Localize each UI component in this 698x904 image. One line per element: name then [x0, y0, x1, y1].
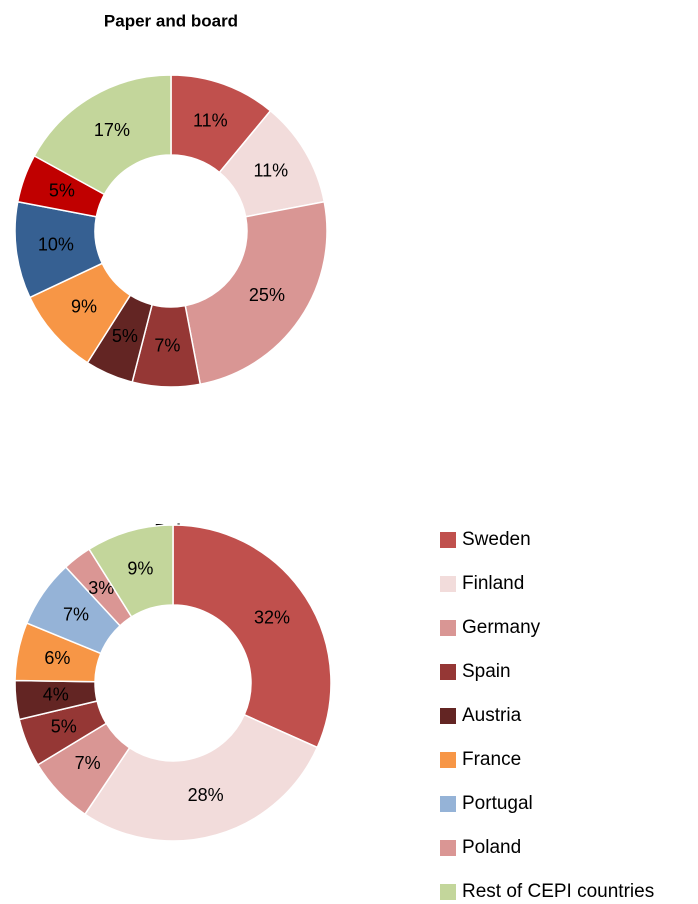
- legend-label: Poland: [462, 837, 521, 858]
- legend-label: Germany: [462, 617, 541, 638]
- data-label: 11%: [193, 111, 228, 131]
- data-label: 9%: [71, 296, 97, 316]
- legend-label: Spain: [462, 661, 511, 682]
- data-label: 6%: [44, 648, 70, 668]
- legend-swatch: [440, 664, 456, 680]
- donut-slice: [83, 713, 319, 842]
- data-label: 5%: [112, 326, 138, 346]
- legend-swatch: [440, 532, 456, 548]
- data-label: 7%: [154, 336, 180, 356]
- donut-slice: [172, 524, 332, 749]
- data-label: 3%: [88, 578, 114, 598]
- data-label: 5%: [51, 716, 77, 736]
- legend-swatch: [440, 708, 456, 724]
- legend-label: Finland: [462, 573, 524, 594]
- legend-swatch: [440, 796, 456, 812]
- legend-label: Rest of CEPI countries: [462, 881, 654, 902]
- donut-slice: [184, 200, 328, 386]
- legend-swatch: [440, 752, 456, 768]
- legend-label: Portugal: [462, 793, 533, 814]
- legend-label: Austria: [462, 705, 522, 726]
- data-label: 5%: [49, 180, 75, 200]
- donut-slice: [88, 524, 174, 618]
- legend-swatch: [440, 576, 456, 592]
- donut-slice: [33, 74, 172, 196]
- legend-swatch: [440, 840, 456, 856]
- data-label: 28%: [188, 785, 224, 805]
- legend-label: France: [462, 749, 521, 770]
- data-label: 7%: [63, 604, 89, 624]
- legend-swatch: [440, 620, 456, 636]
- data-label: 4%: [43, 685, 69, 705]
- data-label: 11%: [253, 161, 288, 181]
- data-label: 10%: [38, 234, 74, 254]
- data-label: 7%: [75, 753, 101, 773]
- chart-title: Paper and board: [104, 11, 238, 30]
- legend-label: Sweden: [462, 529, 531, 550]
- data-label: 32%: [254, 608, 290, 628]
- legend-swatch: [440, 884, 456, 900]
- data-label: 9%: [127, 558, 153, 578]
- data-label: 17%: [94, 120, 130, 140]
- data-label: 25%: [249, 285, 285, 305]
